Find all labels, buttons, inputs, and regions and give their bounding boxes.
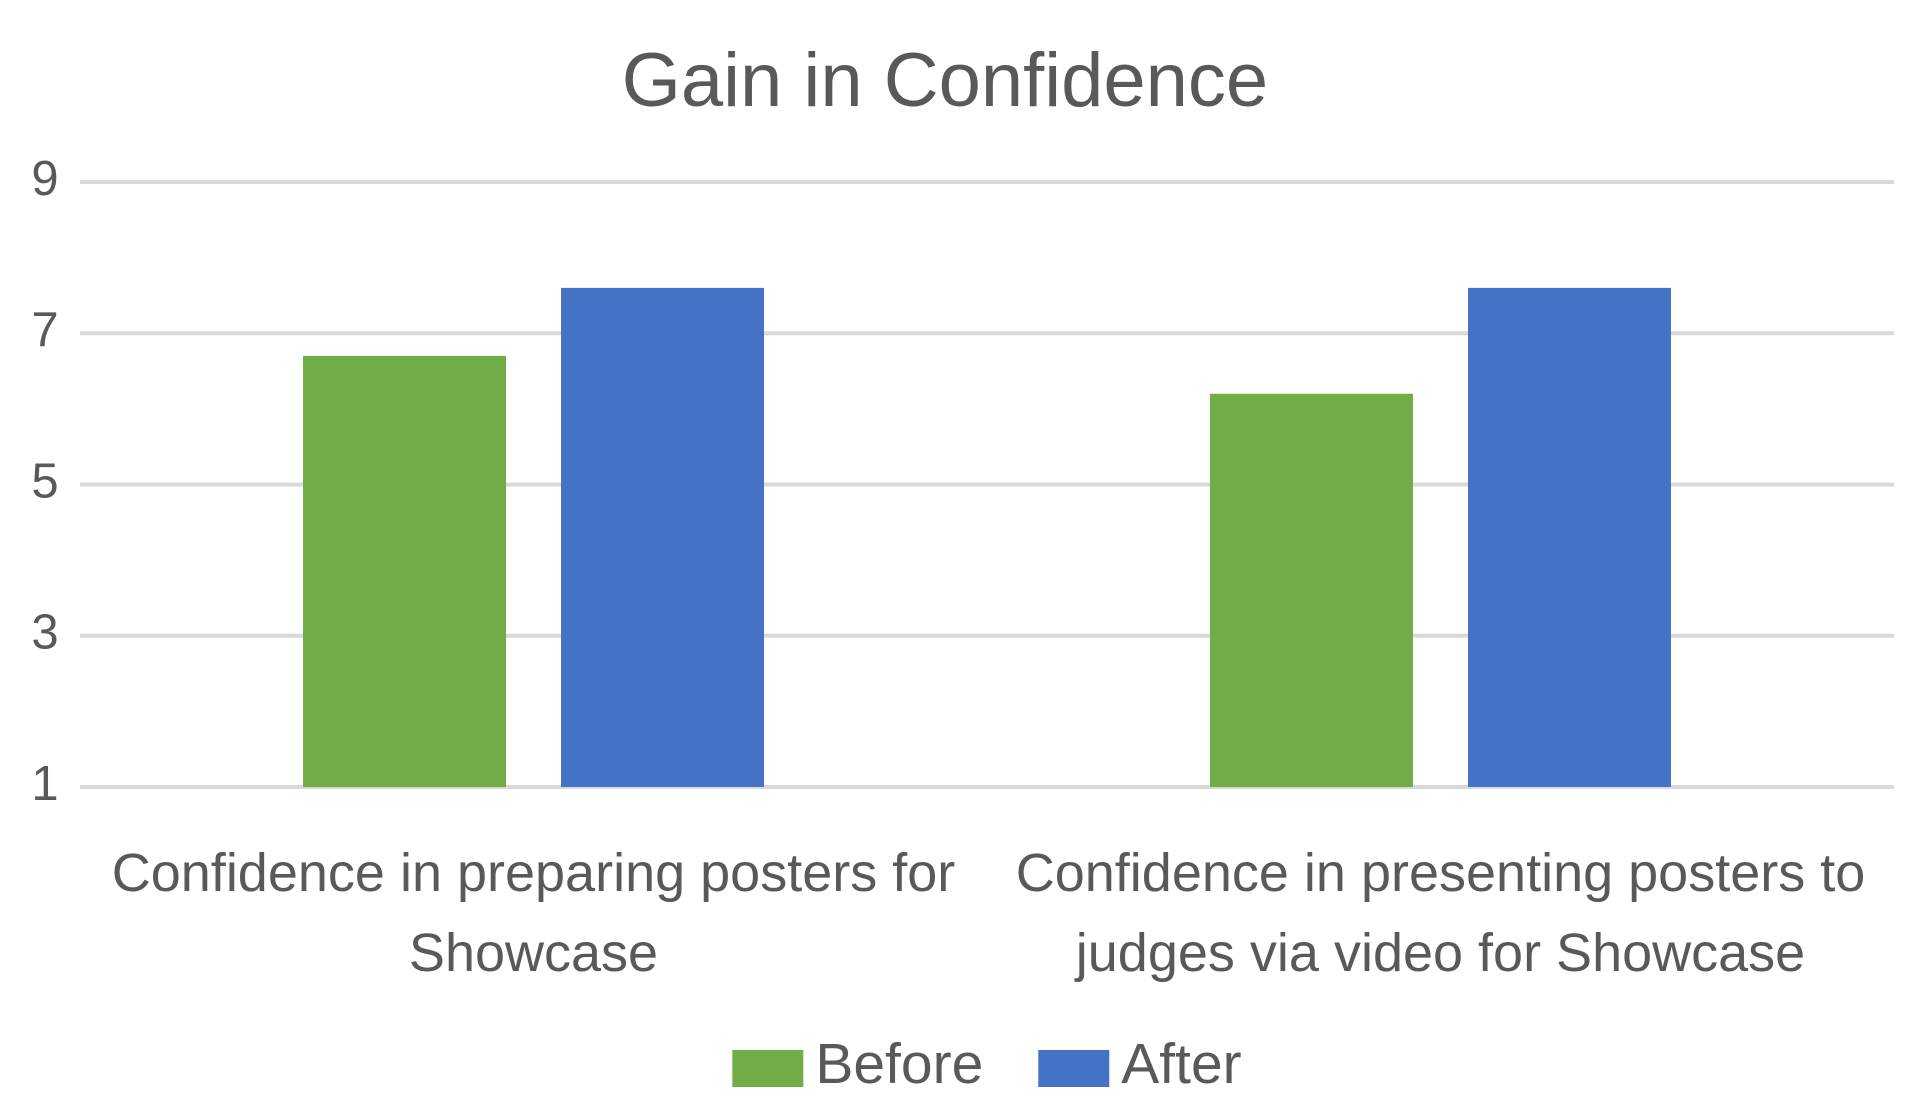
y-tick-label: 9	[31, 152, 58, 206]
legend-label: Before	[815, 1032, 983, 1096]
y-tick-label: 3	[31, 606, 58, 660]
legend-swatch	[732, 1050, 804, 1087]
y-tick-label: 7	[31, 303, 58, 357]
x-tick-label-box: Confidence in presenting posters to judg…	[1015, 843, 1866, 983]
y-tick-label: 1	[31, 757, 58, 811]
x-tick-label: Confidence in preparing posters for Show…	[111, 843, 956, 983]
bar	[303, 355, 506, 787]
bar	[1468, 287, 1671, 787]
x-tick-label: Confidence in presenting posters to judg…	[1015, 843, 1866, 983]
legend: Before After	[732, 1032, 1242, 1096]
bar	[1210, 393, 1413, 787]
bar	[561, 287, 764, 787]
chart-title: Gain in Confidence	[622, 38, 1268, 123]
legend-swatch	[1038, 1050, 1110, 1087]
legend-label: After	[1121, 1032, 1241, 1096]
x-tick-label-box: Confidence in preparing posters for Show…	[111, 843, 956, 983]
y-tick-label: 5	[31, 454, 58, 508]
